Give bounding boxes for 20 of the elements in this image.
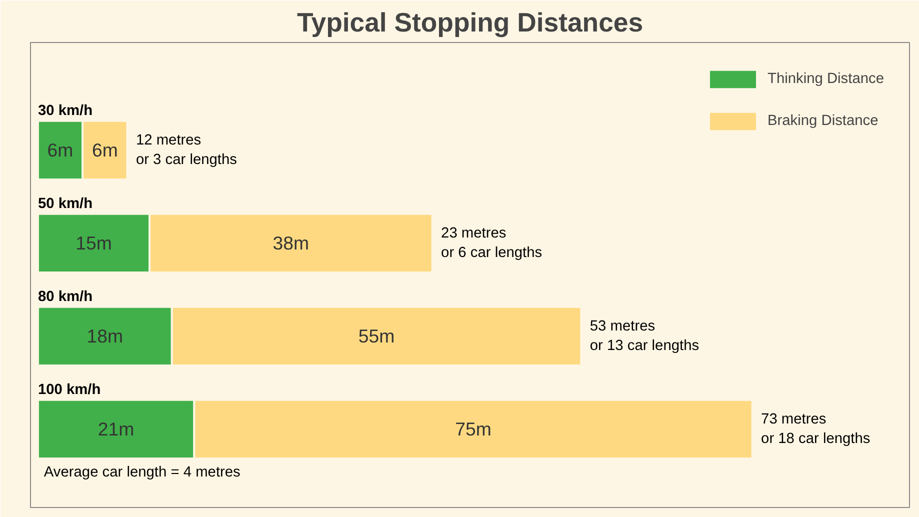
data-label: 75m — [455, 418, 492, 440]
data-label: 55m — [358, 326, 395, 347]
annotation: 23 metres or 6 car lengths — [441, 226, 542, 261]
text: 73 metres or 18 car lengths — [761, 412, 870, 447]
data-label: 15m — [76, 232, 112, 254]
data-label: 18m — [86, 326, 124, 347]
data-label: 21m — [98, 418, 134, 440]
data-label: 6m — [47, 140, 74, 161]
y-tick-label: 80 km/h — [38, 288, 93, 305]
legend-label: Thinking Distance — [768, 71, 884, 87]
data-label: 6m — [92, 140, 118, 161]
y-tick-label: 50 km/h — [38, 196, 93, 212]
annotation: 12 metres or 3 car lengths — [136, 132, 237, 168]
y-tick-label: 30 km/h — [38, 102, 93, 119]
text: Average car length = 4 metres — [44, 464, 240, 480]
annotation: 53 metres or 13 car lengths — [590, 318, 700, 354]
legend-label: Braking Distance — [768, 113, 878, 129]
chart-title: Typical Stopping Distances — [296, 8, 644, 38]
y-tick-label: 100 km/h — [38, 382, 101, 398]
data-label: 38m — [272, 232, 310, 254]
